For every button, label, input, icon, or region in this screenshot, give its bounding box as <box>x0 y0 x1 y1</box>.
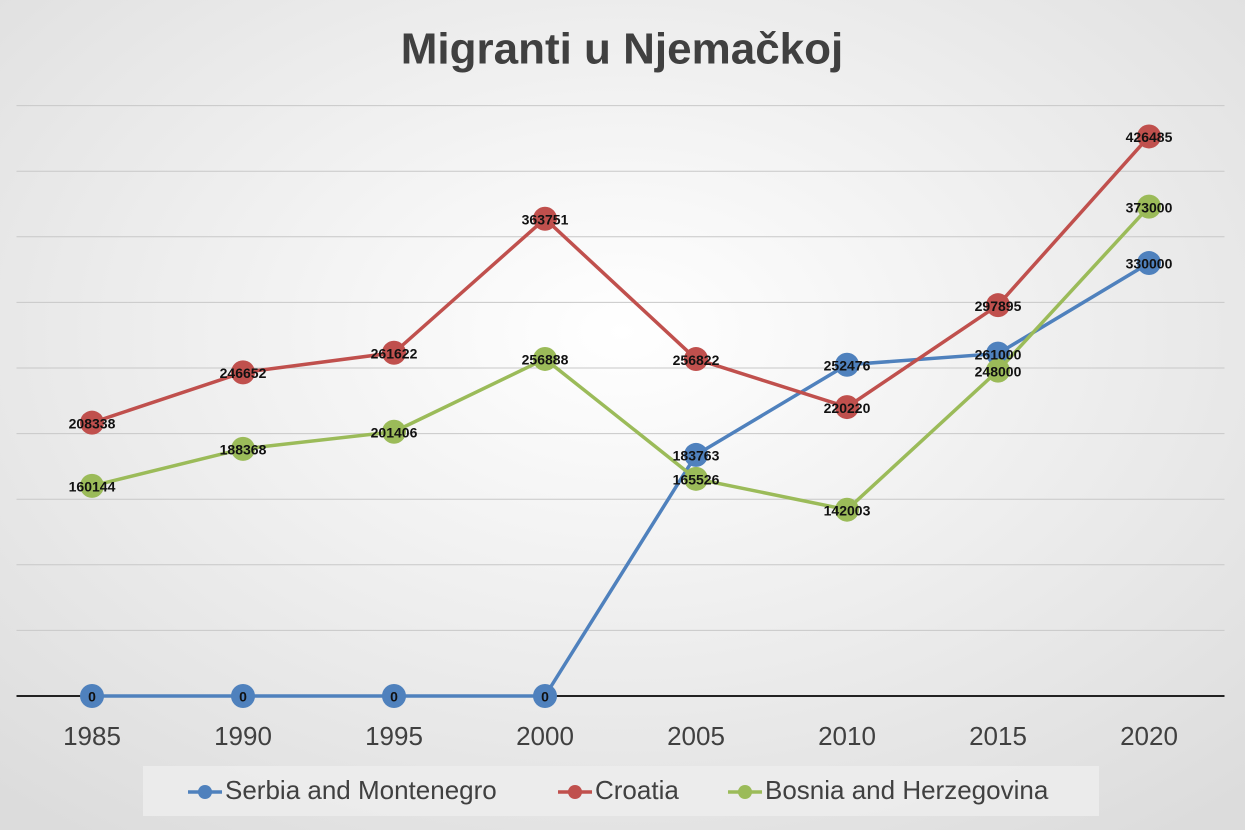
data-label: 261622 <box>371 345 418 361</box>
data-label: 208338 <box>69 415 116 431</box>
point <box>533 346 557 371</box>
series-line <box>91 135 1151 425</box>
data-label: 0 <box>390 689 398 705</box>
point <box>1137 251 1161 276</box>
x-tick-label: 1995 <box>365 721 423 751</box>
data-label: 256822 <box>673 352 720 368</box>
data-label: 373000 <box>1126 199 1173 215</box>
data-label: 363751 <box>522 211 569 227</box>
data-label: 165526 <box>673 472 720 488</box>
legend-label: Bosnia and Herzegovina <box>765 775 1049 805</box>
x-tick-label: 2010 <box>818 721 876 751</box>
point <box>382 419 406 444</box>
data-label: 426485 <box>1126 129 1173 145</box>
point <box>684 347 708 372</box>
data-label: 297895 <box>975 298 1022 314</box>
data-label: 0 <box>88 689 96 705</box>
chart-title: Migranti u Njemačkoj <box>401 25 844 74</box>
x-tick-label: 1985 <box>63 721 121 751</box>
x-tick-label: 2015 <box>969 721 1027 751</box>
x-tick-label: 2020 <box>1120 721 1178 751</box>
point <box>231 684 255 708</box>
data-label: 261000 <box>975 346 1022 362</box>
legend-label: Serbia and Montenegro <box>225 775 497 805</box>
x-tick-label: 2005 <box>667 721 725 751</box>
data-label: 256888 <box>522 352 569 368</box>
point <box>533 684 557 708</box>
data-label: 201406 <box>371 424 418 440</box>
data-label: 188368 <box>220 442 267 458</box>
point <box>835 352 859 377</box>
point <box>231 360 255 385</box>
legend-marker <box>738 785 752 799</box>
point <box>835 497 859 522</box>
series-line <box>91 205 1151 512</box>
legend-label: Croatia <box>595 775 679 805</box>
data-label: 246652 <box>220 365 267 381</box>
data-label: 160144 <box>69 479 116 495</box>
legend-marker <box>568 785 582 799</box>
legend-marker <box>198 785 212 799</box>
point <box>684 442 708 467</box>
point <box>986 341 1010 366</box>
point <box>382 340 406 365</box>
data-label: 330000 <box>1126 256 1173 272</box>
x-tick-label: 2000 <box>516 721 574 751</box>
point <box>231 436 255 461</box>
point <box>1137 124 1161 149</box>
point <box>382 684 406 708</box>
data-label: 248000 <box>975 363 1022 379</box>
point <box>986 293 1010 318</box>
legend-box <box>143 766 1099 816</box>
data-label: 0 <box>239 689 247 705</box>
point <box>986 358 1010 383</box>
point <box>684 466 708 491</box>
point <box>80 684 104 708</box>
point <box>533 206 557 231</box>
point <box>80 410 104 435</box>
point <box>1137 194 1161 219</box>
data-label: 183763 <box>673 448 720 464</box>
series-line <box>92 261 1150 698</box>
data-label: 0 <box>541 689 549 705</box>
x-tick-label: 1990 <box>214 721 272 751</box>
data-label: 142003 <box>824 502 871 518</box>
data-label: 252476 <box>824 357 871 373</box>
point <box>80 473 104 498</box>
data-label: 220220 <box>824 400 871 416</box>
point <box>835 395 859 420</box>
